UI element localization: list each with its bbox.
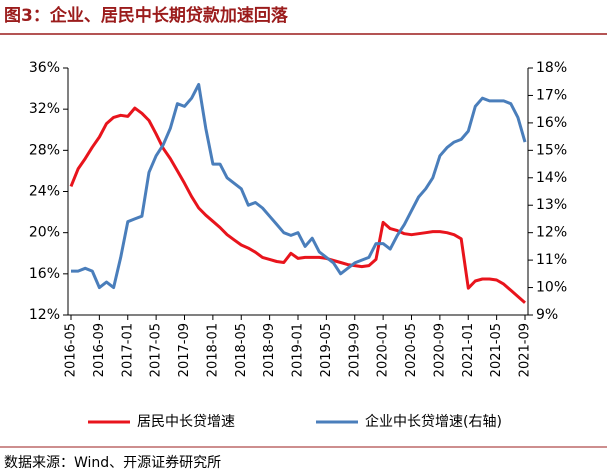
x-tick-label: 2020-09 — [432, 323, 447, 377]
x-tick-label: 2017-05 — [149, 323, 164, 377]
y-tick-label: 36% — [29, 60, 60, 76]
legend-label: 企业中长贷增速(右轴) — [365, 413, 502, 430]
y-tick-label: 32% — [29, 101, 60, 117]
y2-tick-label: 10% — [536, 280, 567, 296]
y2-tick-label: 12% — [536, 225, 567, 241]
y2-tick-label: 16% — [536, 115, 567, 131]
x-tick-label: 2021-05 — [489, 323, 504, 377]
x-tick-label: 2019-05 — [319, 323, 334, 377]
y2-tick-label: 14% — [536, 170, 567, 186]
y-tick-label: 20% — [29, 225, 60, 241]
x-tick-label: 2018-09 — [262, 323, 277, 377]
x-tick-label: 2019-09 — [347, 323, 362, 377]
y2-tick-label: 15% — [536, 142, 567, 158]
x-tick-label: 2020-05 — [404, 323, 419, 377]
y-tick-label: 16% — [29, 266, 60, 282]
y-tick-label: 28% — [29, 142, 60, 158]
x-tick-label: 2020-01 — [376, 323, 391, 377]
y-tick-label: 12% — [29, 307, 60, 323]
x-tick-label: 2018-01 — [205, 323, 220, 377]
y2-tick-label: 9% — [536, 307, 558, 323]
y2-tick-label: 13% — [536, 197, 567, 213]
y2-tick-label: 17% — [536, 87, 567, 103]
series-line — [69, 106, 526, 304]
chart-title: 图3：企业、居民中长期贷款加速回落 — [4, 5, 289, 26]
y-tick-label: 24% — [29, 184, 60, 200]
x-tick-label: 2017-01 — [120, 323, 135, 377]
series-line — [71, 83, 527, 290]
source: 数据来源：Wind、开源证券研究所 — [4, 455, 221, 471]
y2-tick-label: 18% — [536, 60, 567, 76]
x-tick-label: 2017-09 — [177, 323, 192, 377]
x-tick-label: 2021-01 — [461, 323, 476, 377]
x-tick-label: 2018-05 — [234, 323, 249, 377]
x-tick-label: 2021-09 — [518, 323, 533, 377]
x-tick-label: 2016-05 — [64, 323, 79, 377]
legend-label: 居民中长贷增速 — [137, 414, 235, 430]
x-tick-label: 2016-09 — [92, 323, 107, 377]
x-tick-label: 2019-01 — [291, 323, 306, 377]
y2-tick-label: 11% — [536, 252, 567, 268]
